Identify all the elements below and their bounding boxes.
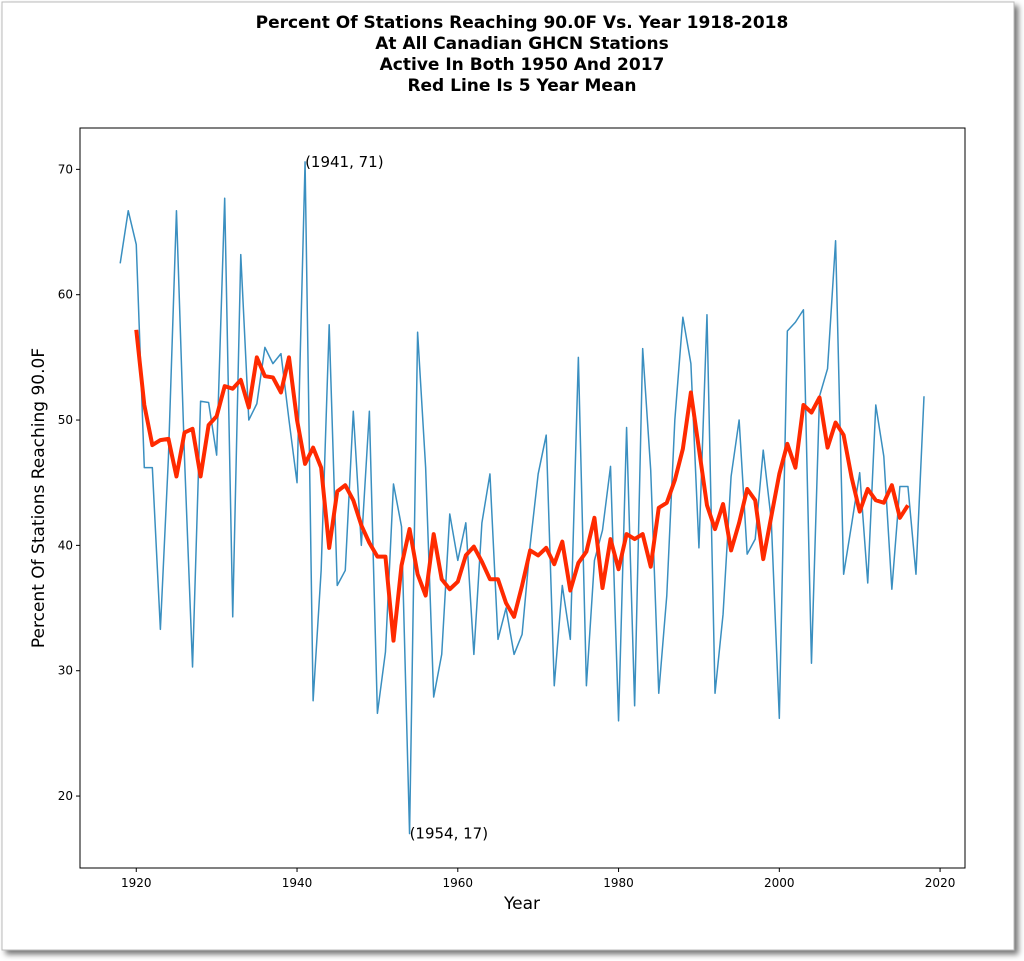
chart-title: Active In Both 1950 And 2017 — [380, 55, 665, 75]
x-tick-label: 2020 — [925, 876, 956, 890]
annotation: (1941, 71) — [305, 153, 384, 171]
chart-title: Percent Of Stations Reaching 90.0F Vs. Y… — [256, 13, 789, 33]
y-tick-label: 50 — [58, 413, 73, 427]
x-tick-label: 1920 — [121, 876, 152, 890]
plot-area — [79, 127, 966, 869]
chart-title: At All Canadian GHCN Stations — [375, 34, 668, 54]
x-tick-label: 1940 — [282, 876, 313, 890]
y-tick-label: 20 — [58, 789, 73, 803]
x-tick-label: 1960 — [443, 876, 474, 890]
x-tick-label: 1980 — [603, 876, 634, 890]
y-tick-label: 40 — [58, 538, 73, 552]
annotation: (1954, 17) — [410, 825, 489, 843]
y-tick-label: 70 — [58, 162, 73, 176]
y-axis-label: Percent Of Stations Reaching 90.0F — [29, 348, 49, 648]
x-axis-label: Year — [503, 894, 540, 914]
data-line — [119, 161, 925, 835]
data-line — [134, 329, 910, 643]
chart-title: Red Line Is 5 Year Mean — [407, 76, 636, 96]
x-tick-label: 2000 — [764, 876, 795, 890]
y-tick-label: 30 — [58, 664, 73, 678]
frame — [1, 1, 1015, 951]
y-tick-label: 60 — [58, 288, 73, 302]
